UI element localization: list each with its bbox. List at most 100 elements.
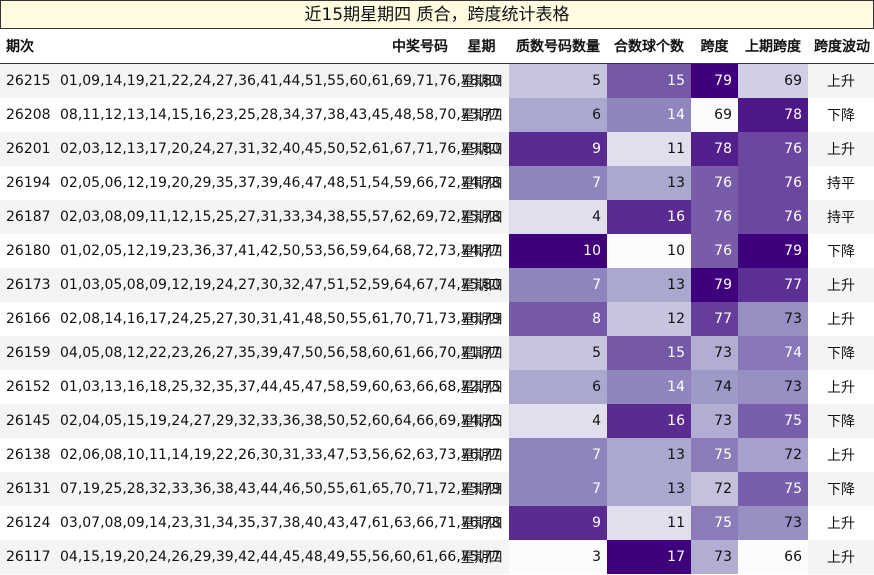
cell-span: 78 [691, 132, 738, 166]
cell-prev-span: 75 [738, 472, 808, 506]
cell-weekday: 星期四 [454, 234, 509, 268]
cell-composite-count: 16 [607, 200, 691, 234]
cell-prev-span: 76 [738, 132, 808, 166]
cell-span: 75 [691, 506, 738, 540]
cell-prime-count: 7 [509, 472, 607, 506]
cell-prime-count: 7 [509, 166, 607, 200]
cell-weekday: 星期四 [454, 438, 509, 472]
cell-span-trend: 上升 [808, 540, 874, 574]
cell-composite-count: 14 [607, 370, 691, 404]
cell-composite-count: 11 [607, 506, 691, 540]
cell-composite-count: 13 [607, 472, 691, 506]
table-row: 26180 01,02,05,12,19,23,36,37,41,42,50,53… [0, 234, 874, 268]
cell-prime-count: 7 [509, 268, 607, 302]
table-row: 26194 02,05,06,12,19,20,29,35,37,39,46,47… [0, 166, 874, 200]
cell-weekday: 星期四 [454, 63, 509, 98]
cell-prev-span: 74 [738, 336, 808, 370]
cell-numbers: 04,05,08,12,22,23,26,27,35,39,47,50,56,5… [54, 336, 501, 370]
cell-numbers: 02,08,14,16,17,24,25,27,30,31,41,48,50,5… [54, 302, 501, 336]
cell-weekday: 星期四 [454, 166, 509, 200]
cell-weekday: 星期四 [454, 98, 509, 132]
cell-span: 79 [691, 63, 738, 98]
cell-span: 73 [691, 336, 738, 370]
cell-composite-count: 14 [607, 98, 691, 132]
cell-prime-count: 4 [509, 404, 607, 438]
cell-prime-count: 9 [509, 132, 607, 166]
table-row: 26201 02,03,12,13,17,20,24,27,31,32,40,45… [0, 132, 874, 166]
cell-span: 79 [691, 268, 738, 302]
cell-prime-count: 10 [509, 234, 607, 268]
table-title: 近15期星期四 质合，跨度统计表格 [0, 0, 874, 29]
cell-span: 72 [691, 472, 738, 506]
cell-composite-count: 11 [607, 132, 691, 166]
cell-numbers: 02,05,06,12,19,20,29,35,37,39,46,47,48,5… [54, 166, 501, 200]
cell-span-trend: 下降 [808, 472, 874, 506]
cell-issue: 26159 [0, 336, 54, 370]
cell-span-trend: 下降 [808, 404, 874, 438]
cell-issue: 26187 [0, 200, 54, 234]
cell-numbers: 01,09,14,19,21,22,24,27,36,41,44,51,55,6… [54, 63, 501, 98]
table-row: 26215 01,09,14,19,21,22,24,27,36,41,44,51… [0, 63, 874, 98]
cell-issue: 26173 [0, 268, 54, 302]
cell-span: 73 [691, 540, 738, 574]
cell-prev-span: 69 [738, 63, 808, 98]
cell-prime-count: 6 [509, 98, 607, 132]
cell-span-trend: 下降 [808, 234, 874, 268]
header-issue: 期次 [0, 29, 54, 64]
cell-prev-span: 76 [738, 166, 808, 200]
header-numbers: 中奖号码 [54, 29, 454, 64]
cell-weekday: 星期四 [454, 268, 509, 302]
cell-prime-count: 4 [509, 200, 607, 234]
table-row: 26124 03,07,08,09,14,23,31,34,35,37,38,40… [0, 506, 874, 540]
table-row: 26159 04,05,08,12,22,23,26,27,35,39,47,50… [0, 336, 874, 370]
cell-issue: 26208 [0, 98, 54, 132]
cell-prime-count: 8 [509, 302, 607, 336]
cell-numbers: 07,19,25,28,32,33,36,38,43,44,46,50,55,6… [54, 472, 501, 506]
cell-span-trend: 上升 [808, 370, 874, 404]
cell-prime-count: 6 [509, 370, 607, 404]
cell-weekday: 星期四 [454, 200, 509, 234]
cell-issue: 26194 [0, 166, 54, 200]
cell-weekday: 星期四 [454, 132, 509, 166]
cell-issue: 26215 [0, 63, 54, 98]
header-prev-span: 上期跨度 [738, 29, 808, 64]
cell-composite-count: 16 [607, 404, 691, 438]
cell-weekday: 星期四 [454, 404, 509, 438]
cell-prime-count: 5 [509, 336, 607, 370]
cell-prev-span: 75 [738, 404, 808, 438]
cell-span-trend: 上升 [808, 506, 874, 540]
cell-issue: 26145 [0, 404, 54, 438]
table-row: 26166 02,08,14,16,17,24,25,27,30,31,41,48… [0, 302, 874, 336]
cell-span: 76 [691, 200, 738, 234]
cell-prev-span: 66 [738, 540, 808, 574]
cell-numbers: 01,02,05,12,19,23,36,37,41,42,50,53,56,5… [54, 234, 501, 268]
cell-prime-count: 9 [509, 506, 607, 540]
stats-table: 期次 中奖号码 星期 质数号码数量 合数球个数 跨度 上期跨度 跨度波动 262… [0, 29, 874, 574]
table-row: 26138 02,06,08,10,11,14,19,22,26,30,31,33… [0, 438, 874, 472]
cell-span-trend: 上升 [808, 63, 874, 98]
cell-span: 75 [691, 438, 738, 472]
cell-weekday: 星期四 [454, 302, 509, 336]
cell-composite-count: 10 [607, 234, 691, 268]
cell-numbers: 08,11,12,13,14,15,16,23,25,28,34,37,38,4… [54, 98, 501, 132]
cell-composite-count: 17 [607, 540, 691, 574]
table-row: 26187 02,03,08,09,11,12,15,25,27,31,33,34… [0, 200, 874, 234]
header-weekday: 星期 [454, 29, 509, 64]
cell-issue: 26131 [0, 472, 54, 506]
cell-prev-span: 73 [738, 506, 808, 540]
cell-composite-count: 13 [607, 438, 691, 472]
cell-span-trend: 下降 [808, 98, 874, 132]
cell-prev-span: 77 [738, 268, 808, 302]
cell-span: 76 [691, 166, 738, 200]
cell-prev-span: 73 [738, 370, 808, 404]
header-span: 跨度 [691, 29, 738, 64]
cell-prev-span: 72 [738, 438, 808, 472]
cell-composite-count: 13 [607, 166, 691, 200]
cell-span: 69 [691, 98, 738, 132]
header-row: 期次 中奖号码 星期 质数号码数量 合数球个数 跨度 上期跨度 跨度波动 [0, 29, 874, 64]
cell-numbers: 02,03,12,13,17,20,24,27,31,32,40,45,50,5… [54, 132, 501, 166]
cell-numbers: 01,03,13,16,18,25,32,35,37,44,45,47,58,5… [54, 370, 501, 404]
table-body: 26215 01,09,14,19,21,22,24,27,36,41,44,51… [0, 63, 874, 574]
header-span-trend: 跨度波动 [808, 29, 874, 64]
